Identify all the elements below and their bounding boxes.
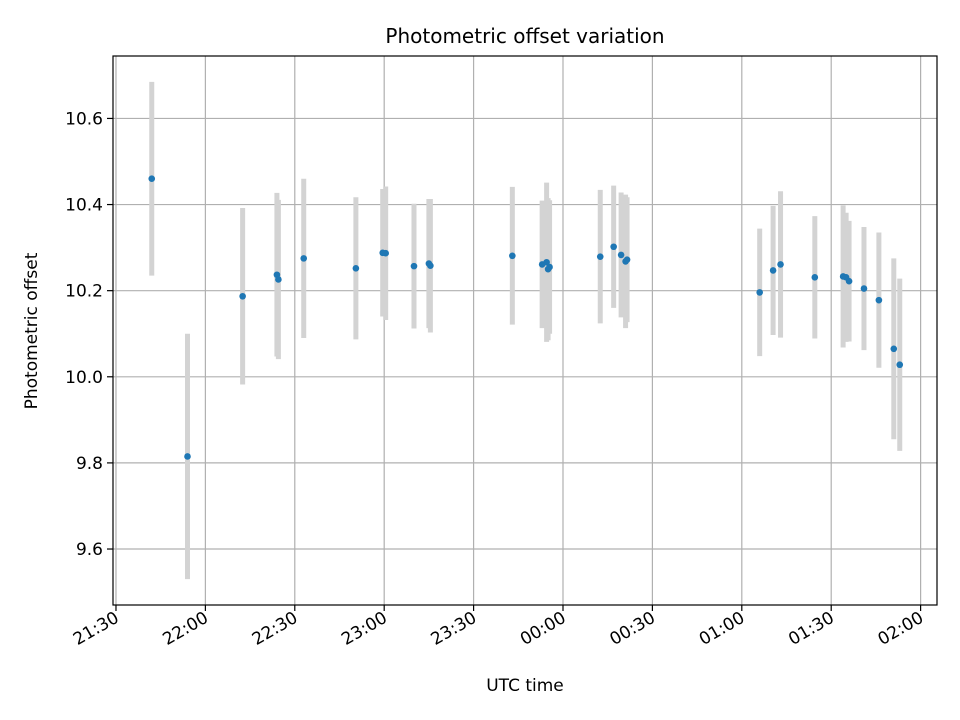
data-point [596,253,604,260]
data-point [382,249,389,257]
data-point [543,258,550,266]
data-point [275,276,282,283]
y-tick-label: 10.6 [65,109,103,129]
data-point [845,277,853,285]
grid [113,56,937,605]
y-axis-ticks: 9.6 9.8 10.0 10.2 10.4 10.6 [65,109,113,560]
y-tick-label: 10.2 [65,282,103,302]
chart-title: Photometric offset variation [385,24,664,48]
data-point [756,289,763,296]
data-point [896,361,904,369]
data-point [148,175,156,183]
data-point [184,453,191,460]
data-point [300,255,308,262]
data-point [610,243,617,251]
y-tick-label: 9.8 [76,454,103,474]
y-tick-label: 9.6 [76,540,103,560]
y-axis-title: Photometric offset [22,252,42,409]
data-point [777,261,784,268]
data-point [769,267,777,274]
data-point [875,296,883,304]
data-point [546,263,553,271]
data-point [410,262,418,270]
data-point [890,345,898,353]
data-point [617,251,625,259]
x-axis-title: UTC time [486,676,564,696]
plot-frame [112,55,938,606]
data-point [811,274,819,281]
data-points [148,175,904,460]
data-point [427,262,434,269]
data-point [239,292,246,300]
y-tick-label: 10.0 [65,368,103,388]
data-point [623,256,631,263]
data-point [352,264,360,272]
y-tick-label: 10.4 [65,196,103,216]
data-point [860,285,868,292]
data-point [509,252,516,260]
